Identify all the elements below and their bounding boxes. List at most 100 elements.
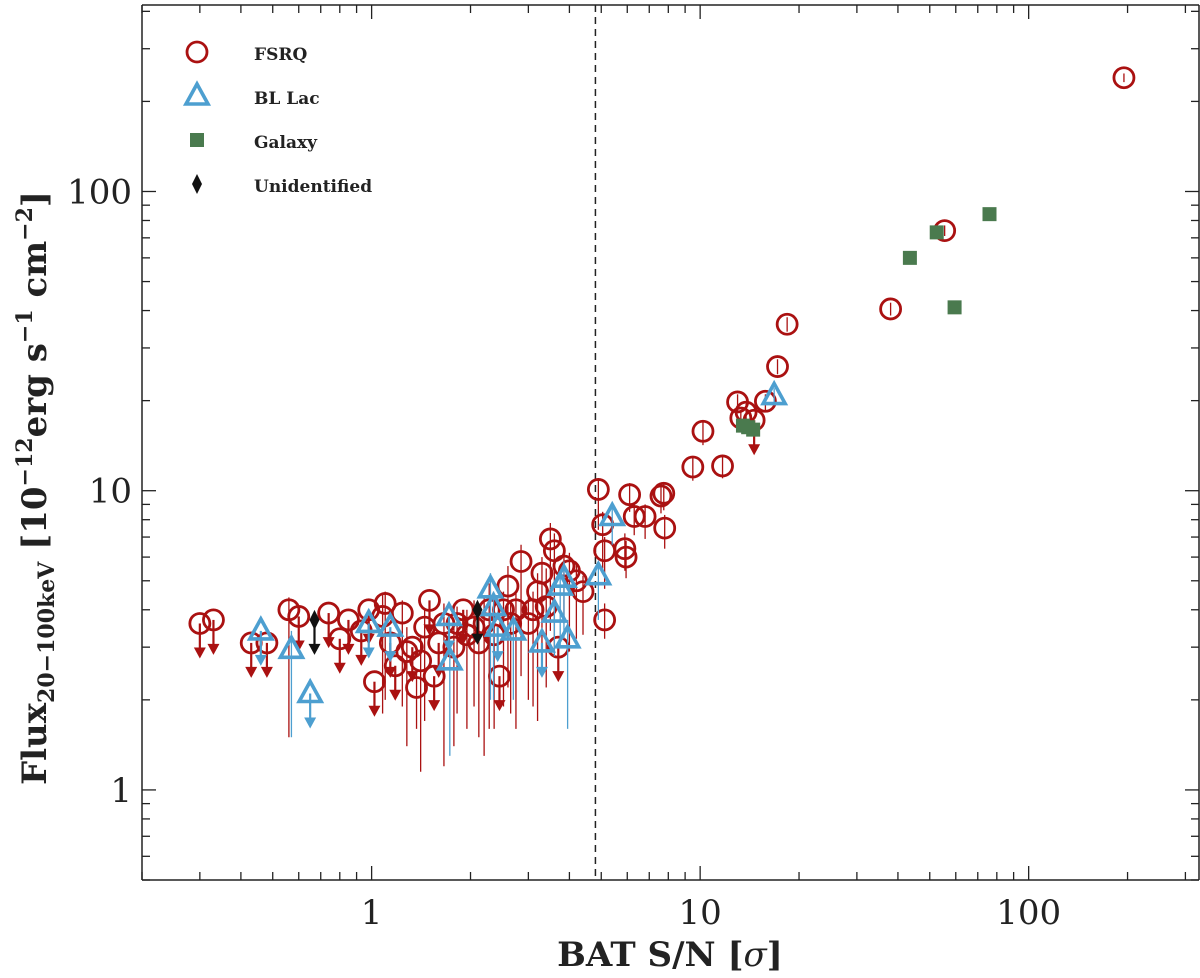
data-point (373, 591, 397, 700)
legend-entry-fsrq: FSRQ (185, 40, 307, 65)
data-point (1112, 66, 1136, 90)
marker-circle (633, 505, 657, 528)
marker-circle (509, 550, 533, 573)
upper-limit-arrow (245, 666, 258, 678)
marker-circle (879, 297, 903, 321)
marker-square (929, 225, 944, 240)
data-point (760, 379, 789, 406)
marker-circle (373, 592, 397, 615)
marker-circle (496, 574, 520, 598)
legend-marker-fsrq (185, 40, 209, 64)
legend-symbol (182, 80, 212, 106)
series-fsrq (188, 66, 1136, 772)
data-point (409, 634, 433, 772)
data-point (527, 627, 557, 678)
data-point (277, 630, 306, 738)
data-point (571, 575, 595, 635)
upper-limit-arrow (304, 717, 317, 729)
data-point (308, 609, 321, 655)
marker-circle (317, 601, 341, 625)
y-axis-title: Flux20−100keV [10−12erg s−1 cm−2] (12, 191, 60, 785)
upper-limit-arrow (491, 651, 504, 663)
upper-limit-arrow (423, 624, 436, 636)
data-point (681, 455, 705, 481)
y-tick-label: 1 (110, 771, 132, 811)
upper-limit-arrow (389, 689, 402, 701)
data-point (376, 611, 405, 663)
data-point (434, 600, 464, 652)
data-point (613, 533, 637, 571)
y-tick-label: 10 (89, 472, 132, 512)
marker-triangle (479, 590, 508, 617)
legend-label-fsrq: FSRQ (254, 45, 307, 65)
marker-triangle (483, 611, 512, 637)
data-point (504, 591, 528, 729)
data-point (902, 250, 917, 265)
data-point (598, 500, 627, 545)
data-point (530, 557, 554, 657)
data-point (499, 615, 528, 700)
legend-entry-unidentified: Unidentified (192, 174, 372, 197)
upper-limit-arrow (322, 637, 335, 649)
marker-circle (516, 612, 540, 635)
legend-symbol (192, 174, 202, 194)
marker-circle (711, 454, 734, 478)
marker-circle (613, 537, 637, 561)
marker-triangle (434, 600, 464, 627)
marker-circle (775, 312, 799, 336)
marker-circle (1112, 66, 1136, 90)
data-point (879, 297, 903, 321)
marker-square (746, 422, 761, 437)
data-point (471, 599, 484, 645)
marker-circle (504, 598, 528, 622)
upper-limit-arrow (442, 640, 455, 652)
marker-circle (649, 484, 673, 508)
marker-circle (418, 588, 441, 612)
upper-limit-arrow (428, 700, 441, 712)
data-point (354, 607, 383, 659)
data-point (593, 603, 617, 639)
data-point (246, 615, 275, 666)
data-point (711, 454, 734, 479)
upper-limit-arrow (384, 651, 397, 663)
data-point (418, 588, 441, 636)
upper-limit-arrow (535, 666, 548, 678)
legend-marker-unidentified (192, 174, 202, 194)
marker-circle (691, 419, 715, 443)
marker-square (902, 250, 917, 265)
data-point (584, 559, 613, 620)
marker-triangle (246, 615, 275, 641)
marker-circle (390, 601, 414, 625)
marker-circle (188, 612, 212, 635)
marker-circle (614, 545, 638, 569)
marker-triangle (549, 562, 579, 589)
data-layer (188, 5, 1136, 880)
marker-triangle (598, 500, 627, 527)
upper-limit-arrow (207, 643, 220, 655)
marker-circle (538, 527, 562, 551)
marker-circle (754, 389, 777, 413)
data-point (435, 642, 464, 756)
upper-limit-arrow (368, 705, 381, 717)
upper-limit-arrow (552, 671, 565, 683)
legend-label-galaxy: Galaxy (254, 133, 318, 153)
upper-limit-arrow (333, 662, 346, 674)
marker-square (982, 207, 997, 222)
data-point (653, 514, 677, 549)
marker-circle (202, 608, 225, 632)
data-point (363, 670, 386, 717)
marker-circle (622, 505, 646, 528)
marker-circle (383, 654, 407, 678)
data-point (516, 597, 540, 700)
upper-limit-arrow (748, 444, 761, 456)
marker-circle (652, 481, 676, 505)
data-point (405, 670, 428, 729)
data-point (746, 422, 761, 437)
marker-triangle (277, 633, 306, 660)
legend-label-bllac: BL Lac (254, 89, 320, 109)
data-point (649, 484, 673, 514)
data-point (483, 611, 512, 663)
data-point (614, 540, 638, 579)
upper-limit-arrow (308, 643, 321, 655)
data-point (549, 561, 579, 639)
